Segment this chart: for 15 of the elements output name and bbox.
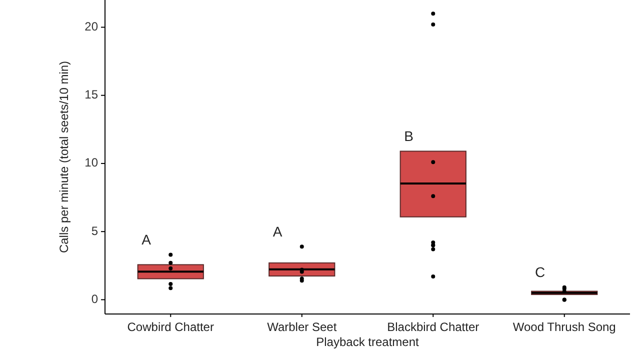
x-tick-label: Warbler Seet: [267, 320, 338, 334]
x-tick-label: Wood Thrush Song: [512, 320, 616, 334]
annotation: C: [535, 264, 546, 280]
x-tick-label: Cowbird Chatter: [127, 320, 214, 334]
y-tick-label: 5: [91, 224, 98, 238]
y-tick-label: 10: [84, 156, 98, 170]
annotation: A: [142, 231, 152, 248]
y-axis-title: Calls per minute (total seets/10 min): [57, 60, 72, 254]
y-tick-label: 15: [84, 88, 98, 102]
annotation: B: [404, 128, 414, 144]
y-tick-label: 20: [84, 19, 98, 34]
y-tick-label: 0: [91, 292, 98, 306]
annotation: A: [272, 223, 283, 240]
x-axis-title: Playback treatment: [316, 335, 420, 349]
x-tick-label: Blackbird Chatter: [387, 320, 480, 334]
